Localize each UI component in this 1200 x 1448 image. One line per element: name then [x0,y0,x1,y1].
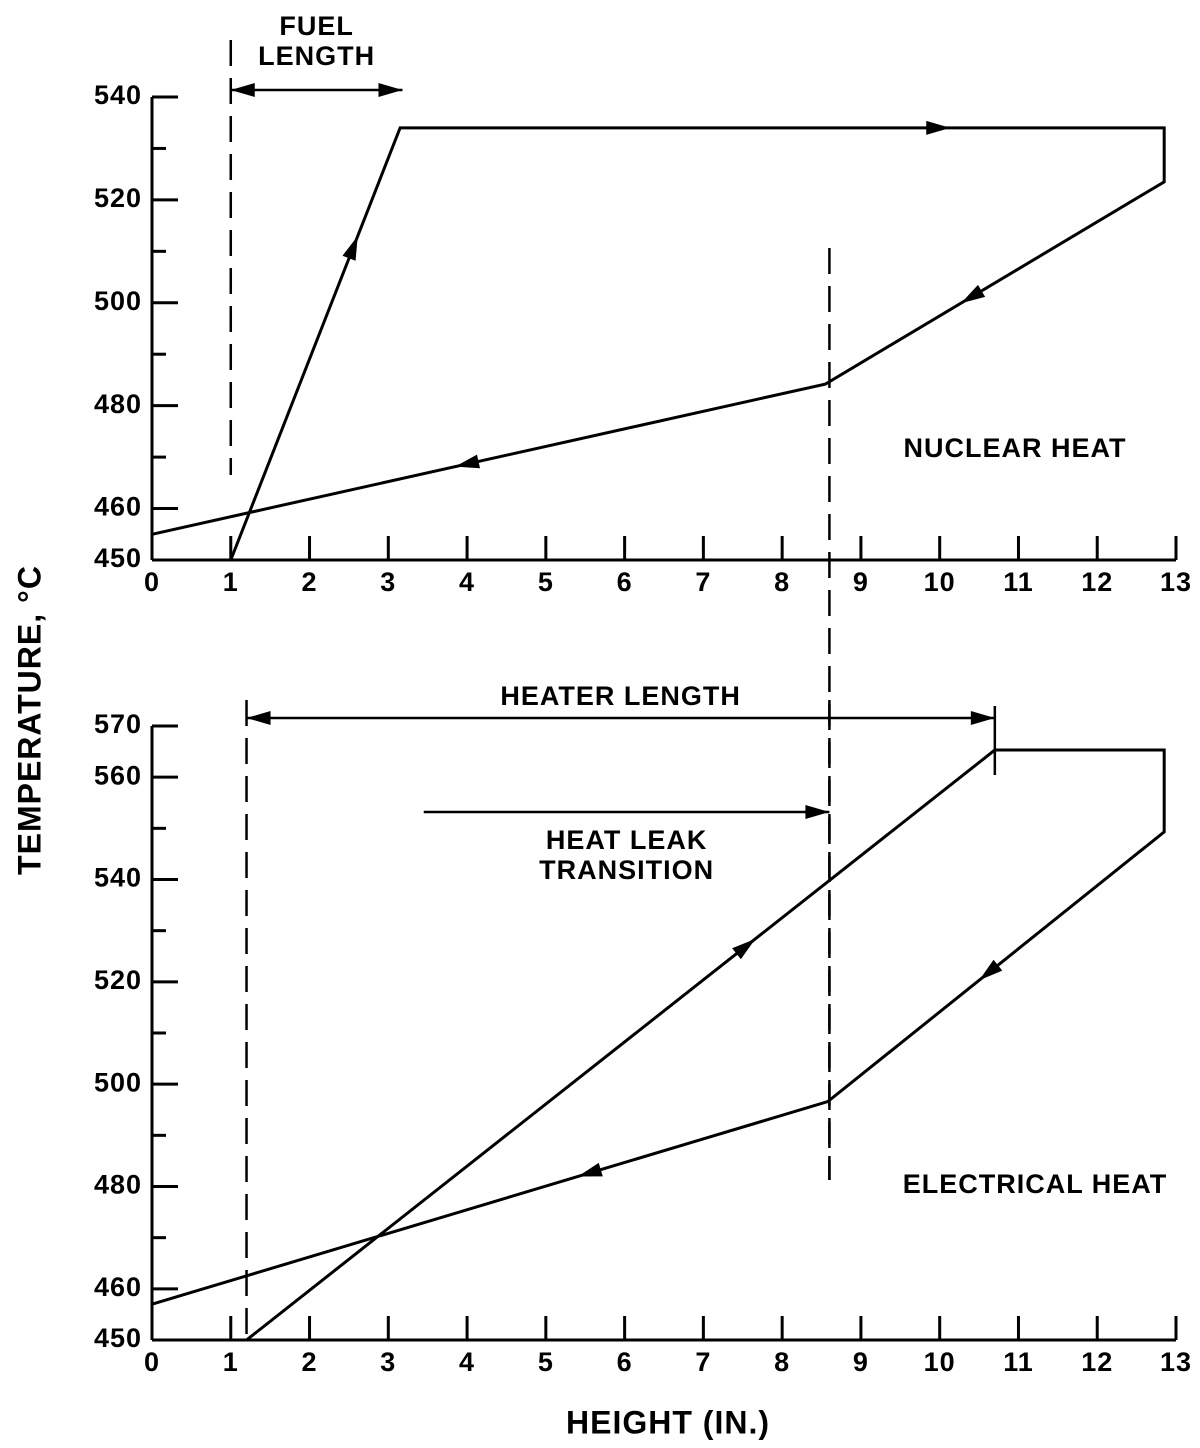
y-tick-label: 540 [94,80,142,110]
flow-arrowhead [960,284,986,304]
x-tick-label: 12 [1081,567,1113,597]
span-label: LENGTH [258,41,375,71]
x-tick-label: 12 [1081,1347,1113,1377]
x-tick-label: 0 [144,567,160,597]
y-axis-label: TEMPERATURE, °C [11,565,47,875]
y-tick-label: 540 [94,863,142,893]
y-tick-label: 520 [94,183,142,213]
x-tick-label: 0 [144,1347,160,1377]
y-tick-label: 520 [94,965,142,995]
y-tick-label: 500 [94,1067,142,1097]
x-tick-label: 6 [617,567,633,597]
span-arrowhead [970,711,995,725]
flow-arrowhead [732,938,756,960]
x-tick-label: 3 [380,567,396,597]
x-tick-label: 10 [924,567,956,597]
flow-arrowhead [455,454,481,469]
span-arrowhead [805,805,830,819]
y-tick-label: 570 [94,709,142,739]
x-tick-label: 13 [1160,1347,1192,1377]
y-tick-label: 480 [94,1170,142,1200]
y-tick-label: 450 [94,1323,142,1353]
y-tick-label: 460 [94,1272,142,1302]
heat-label: NUCLEAR HEAT [904,433,1127,463]
flow-arrowhead [577,1162,603,1177]
flow-arrowhead [926,120,951,135]
x-tick-label: 2 [302,567,318,597]
span-label: FUEL [279,11,354,41]
x-tick-label: 4 [459,1347,475,1377]
flow-arrowhead [979,959,1003,981]
span-arrowhead [378,83,403,97]
x-tick-label: 9 [853,567,869,597]
span-arrowhead [246,711,271,725]
x-tick-label: 11 [1003,567,1034,597]
x-tick-label: 3 [380,1347,396,1377]
y-tick-label: 450 [94,543,142,573]
y-tick-label: 480 [94,389,142,419]
x-tick-label: 1 [223,1347,239,1377]
x-tick-label: 7 [695,1347,711,1377]
heat-label: ELECTRICAL HEAT [903,1169,1168,1199]
x-tick-label: 2 [302,1347,318,1377]
span-label: TRANSITION [539,855,714,885]
data-line [151,126,1166,561]
x-tick-label: 10 [924,1347,956,1377]
x-tick-label: 6 [617,1347,633,1377]
span-arrowhead [230,83,255,97]
y-tick-label: 500 [94,286,142,316]
x-tick-label: 9 [853,1347,869,1377]
x-tick-label: 13 [1160,567,1192,597]
x-tick-label: 5 [538,567,554,597]
data-line [151,748,1166,1342]
x-tick-label: 11 [1003,1347,1034,1377]
y-tick-label: 460 [94,492,142,522]
x-tick-label: 7 [695,567,711,597]
x-tick-label: 4 [459,567,475,597]
x-tick-label: 8 [774,1347,790,1377]
span-label: HEATER LENGTH [500,681,741,711]
span-label: HEAT LEAK [546,825,708,855]
x-tick-label: 1 [223,567,239,597]
x-axis-label: HEIGHT (IN.) [566,1404,770,1440]
x-tick-label: 5 [538,1347,554,1377]
y-tick-label: 560 [94,760,142,790]
x-tick-label: 8 [774,567,790,597]
flow-arrowhead [342,235,358,261]
